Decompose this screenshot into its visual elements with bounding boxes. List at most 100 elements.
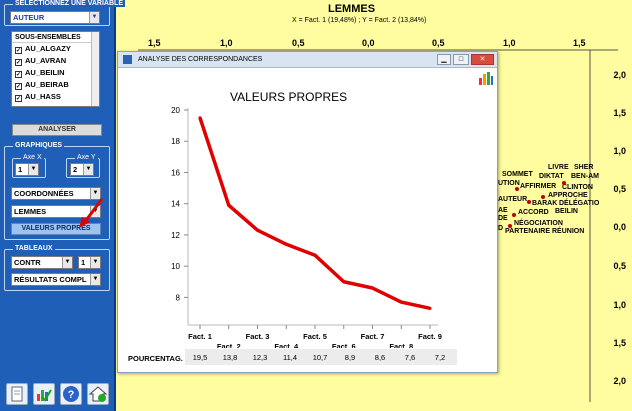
checkbox-checked-icon[interactable]: ✓ <box>15 71 22 78</box>
eigenvalue-point <box>313 253 317 257</box>
chart-check-icon <box>37 389 52 402</box>
y-tick-label: 18 <box>171 137 180 146</box>
list-item[interactable]: ✓ AU_BEIRAB <box>15 80 69 90</box>
analyze-button[interactable]: ANALYSER <box>12 124 102 136</box>
percentage-value: 11,4 <box>282 353 298 362</box>
listbox-scrollbar[interactable] <box>91 32 99 106</box>
bar-chart-icon <box>479 72 493 85</box>
y-tick-label: 12 <box>171 231 180 240</box>
y-tick-label: 10 <box>171 262 180 271</box>
y-tick-label: 14 <box>171 200 180 209</box>
axis-x-select[interactable]: 1 ▼ <box>15 163 39 176</box>
home-button[interactable] <box>87 383 109 405</box>
axis-y-group: Axe Y <box>66 154 100 178</box>
tables-group-title: TABLEAUX <box>13 245 55 252</box>
chevron-down-icon: ▼ <box>90 257 100 268</box>
checkbox-checked-icon[interactable]: ✓ <box>15 95 22 102</box>
results-select[interactable]: RÉSULTATS COMPL ▼ <box>11 273 101 286</box>
plot-word: PARTENAIRE <box>505 228 550 235</box>
y-tick: 0,5 <box>613 261 626 271</box>
plot-word: ACCORD <box>518 209 549 216</box>
red-arrow-icon <box>79 198 104 228</box>
percentage-value: 8,9 <box>344 353 356 362</box>
axis-y-select[interactable]: 2 ▼ <box>70 163 94 176</box>
maximize-button[interactable]: □ <box>453 54 469 65</box>
eigenvalues-button[interactable]: VALEURS PROPRES <box>11 223 101 235</box>
plot-word: D <box>498 225 504 232</box>
percentage-value: 7,2 <box>434 353 446 362</box>
plot-word: DE <box>498 215 508 222</box>
plot-point <box>512 213 516 217</box>
plot-title: LEMMES <box>328 3 376 15</box>
x-tick: 0,5 <box>292 38 305 48</box>
x-tick-label: Fact. 9 <box>418 332 442 341</box>
checkbox-checked-icon[interactable]: ✓ <box>15 47 22 54</box>
export-document-button[interactable] <box>6 383 28 405</box>
chevron-down-icon: ▼ <box>62 257 72 268</box>
eigenvalue-point <box>227 203 231 207</box>
axis-y-title: Axe Y <box>75 154 98 161</box>
plot-point <box>527 200 531 204</box>
list-item[interactable]: ✓ AU_HASS <box>15 92 61 102</box>
contr-select[interactable]: CONTR ▼ <box>11 256 73 269</box>
list-item[interactable]: ✓ AU_BEILIN <box>15 68 65 78</box>
y-tick: 2,0 <box>613 70 626 80</box>
eigenvalue-point <box>428 306 432 310</box>
plot-word: APPROCHE <box>548 192 588 199</box>
plot-subtitle: X = Fact. 1 (19,48%) ; Y = Fact. 2 (13,8… <box>292 17 427 24</box>
x-tick-label: Fact. 4 <box>274 342 299 348</box>
plot-word: AUTEUR <box>498 196 528 203</box>
list-item[interactable]: ✓ AU_AVRAN <box>15 56 67 66</box>
chevron-down-icon: ▼ <box>28 164 38 175</box>
x-tick-label: Fact. 6 <box>332 342 356 348</box>
x-tick: 1,5 <box>573 38 586 48</box>
plot-word: AFFIRMER <box>520 183 557 190</box>
checkbox-checked-icon[interactable]: ✓ <box>15 59 22 66</box>
percentage-row: 19,5 13,8 12,3 11,4 10,7 8,9 8,6 7,6 7,2 <box>185 349 457 365</box>
percentage-value: 10,7 <box>312 353 328 362</box>
window-title: ANALYSE DES CORRESPONDANCES <box>138 56 263 63</box>
eigenvalue-point <box>342 280 346 284</box>
chevron-down-icon: ▼ <box>89 12 99 23</box>
y-tick: 1,0 <box>613 146 626 156</box>
contr-number-select[interactable]: 1 ▼ <box>78 256 101 269</box>
percentage-value: 8,6 <box>374 353 386 362</box>
x-tick: 1,5 <box>148 38 161 48</box>
stats-button[interactable] <box>33 383 55 405</box>
percentage-value: 19,5 <box>192 353 208 362</box>
subsets-listbox[interactable]: SOUS-ENSEMBLES ✓ AU_ALGAZY ✓ AU_AVRAN ✓ AU_… <box>11 31 100 107</box>
analysis-window: ANALYSE DES CORRESPONDANCES ▁ □ ✕ VALEUR… <box>117 51 498 373</box>
chevron-down-icon: ▼ <box>90 206 100 217</box>
variable-select[interactable]: AUTEUR ▼ <box>10 11 100 24</box>
chevron-down-icon: ▼ <box>83 164 93 175</box>
y-tick: 1,5 <box>613 338 626 348</box>
plot-point <box>562 181 566 185</box>
coords-select[interactable]: COORDONNÉES ▼ <box>11 187 101 200</box>
y-tick: 1,5 <box>613 108 626 118</box>
plot-word: SOMMET <box>502 171 533 178</box>
eigenvalue-point <box>198 116 202 120</box>
x-tick-label: Fact. 1 <box>188 332 212 341</box>
eigenvalue-point <box>256 228 259 232</box>
eigenvalue-point <box>284 242 288 246</box>
svg-text:?: ? <box>68 389 75 401</box>
plot-word: AE <box>498 207 508 214</box>
x-tick-label: Fact. 3 <box>246 332 270 341</box>
minimize-button[interactable]: ▁ <box>437 54 451 65</box>
x-tick: 0,0 <box>362 38 375 48</box>
close-button[interactable]: ✕ <box>471 54 494 65</box>
percentage-value: 7,6 <box>404 353 416 362</box>
plot-word: BARAK <box>532 200 558 207</box>
plot-point <box>541 195 545 199</box>
variable-group: SÉLECTIONNEZ UNE VARIABLE <box>4 0 125 26</box>
help-button[interactable]: ? <box>60 383 82 405</box>
lemmes-select[interactable]: LEMMES ▼ <box>11 205 101 218</box>
variable-select-value: AUTEUR <box>13 13 45 22</box>
checkbox-checked-icon[interactable]: ✓ <box>15 83 22 90</box>
list-item[interactable]: ✓ AU_ALGAZY <box>15 44 71 54</box>
plot-word: BEN-AM <box>571 173 599 180</box>
percentage-label: POURCENTAG. <box>128 354 183 363</box>
window-titlebar[interactable]: ANALYSE DES CORRESPONDANCES ▁ □ ✕ <box>118 52 497 68</box>
plot-word: NÉGOCIATION <box>514 220 563 227</box>
chevron-down-icon: ▼ <box>90 274 100 285</box>
